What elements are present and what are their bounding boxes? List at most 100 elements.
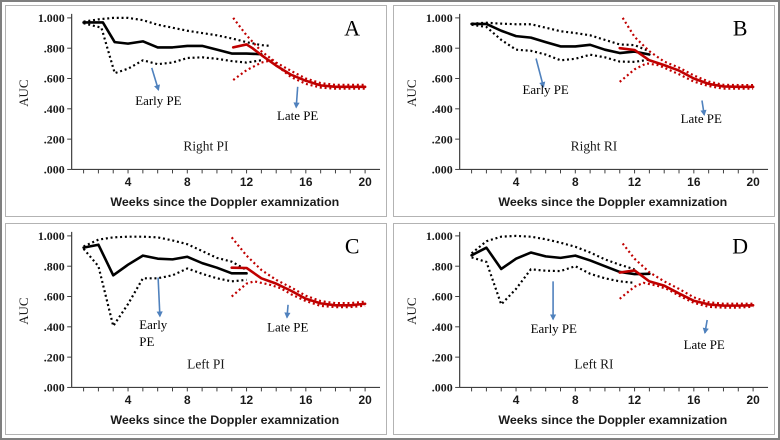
y-tick-label: .600: [432, 290, 453, 304]
y-tick-label: .400: [44, 320, 65, 334]
annotation-label-late-pe: Late PE: [684, 338, 725, 352]
annotation-label-early-pe: Early PE: [523, 83, 569, 97]
y-tick-label: 1.000: [38, 229, 65, 243]
panel-letter: D: [732, 235, 748, 259]
series-upper-ci-early-pe: [470, 234, 635, 271]
x-tick-label: 20: [358, 393, 372, 407]
annotation-arrow-late-pe: [293, 86, 300, 109]
x-axis-title: Weeks since the Doppler examnization: [498, 195, 727, 209]
chart-c: 1.000 .800 .600 .400 .200 .000 4 8 12 16 20 AUC Week…: [17, 229, 381, 427]
panel-d-left-ri: 1.000 .800 .600 .400 .200 .000 4 8 12 16 20 AUC Week…: [393, 223, 775, 435]
series-auc-early-pe: [82, 21, 263, 56]
annotation-arrow-early-pe: [535, 58, 546, 88]
x-axis-title: Weeks since the Doppler examnization: [498, 413, 727, 427]
x-tick-label: 16: [687, 175, 701, 189]
series-lower-ci-late-pe: [619, 281, 754, 309]
x-tick-label: 8: [572, 175, 579, 189]
series-lower-ci-early-pe: [471, 23, 650, 63]
annotation-arrow-early-pe: [156, 277, 163, 318]
y-tick-label: .200: [432, 350, 453, 364]
x-tick-label: 12: [240, 393, 254, 407]
y-tick-label: 1.000: [38, 11, 65, 25]
series-lower-ci-late-pe: [230, 280, 366, 309]
y-tick-label: .600: [432, 72, 453, 86]
y-tick-label: .200: [44, 350, 65, 364]
y-tick-label: .600: [44, 72, 65, 86]
x-tick-label: 12: [240, 175, 254, 189]
x-tick-label: 20: [746, 393, 760, 407]
chart-b: 1.000 .800 .600 .400 .200 .000 4 8 12 16 20 AUC Week…: [405, 11, 769, 209]
annotation-arrow-late-pe: [702, 319, 709, 335]
y-tick-label: .800: [44, 41, 65, 55]
y-axis-title: AUC: [405, 298, 419, 325]
series-lower-ci-early-pe: [82, 248, 247, 328]
series-upper-ci-late-pe: [621, 242, 754, 305]
x-tick-label: 4: [513, 393, 520, 407]
panel-c-left-pi: 1.000 .800 .600 .400 .200 .000 4 8 12 16 20 AUC Week…: [5, 223, 387, 435]
annotation-arrow-late-pe: [700, 100, 707, 117]
x-axis-title: Weeks since the Doppler examnization: [110, 413, 339, 427]
y-tick-label: .000: [44, 163, 65, 177]
x-tick-label: 4: [125, 393, 132, 407]
y-tick-label: .800: [432, 41, 453, 55]
x-tick-label: 16: [299, 175, 313, 189]
panel-a-right-pi: 1.000 .800 .600 .400 .200 .000 4 8 12 16 20 AUC Week…: [5, 5, 387, 217]
y-tick-label: 1.000: [426, 229, 453, 243]
series-auc-early-pe: [470, 22, 651, 56]
x-tick-label: 4: [125, 175, 132, 189]
series-lower-ci-early-pe: [83, 22, 262, 75]
panel-caption: Left PI: [187, 357, 225, 372]
series-auc-late-pe: [618, 46, 755, 89]
x-tick-label: 8: [184, 175, 191, 189]
annotation-label-early-pe: Early PE: [531, 322, 577, 336]
series-lower-ci-late-pe: [619, 62, 754, 90]
chart-a: 1.000 .800 .600 .400 .200 .000 4 8 12 16 20 AUC Week…: [17, 11, 381, 209]
x-tick-label: 8: [184, 393, 191, 407]
x-tick-label: 16: [687, 393, 701, 407]
series-lower-ci-early-pe: [471, 256, 635, 306]
annotation-arrow-early-pe: [150, 67, 160, 92]
y-tick-label: .400: [432, 102, 453, 116]
y-tick-label: .000: [44, 381, 65, 395]
y-axis-title: AUC: [17, 80, 31, 107]
annotation-arrow-late-pe: [284, 304, 291, 319]
x-tick-label: 12: [628, 175, 642, 189]
series-lower-ci-late-pe: [232, 59, 366, 90]
series-upper-ci-early-pe: [83, 16, 271, 48]
x-axis-title: Weeks since the Doppler examnization: [110, 195, 339, 209]
y-tick-label: .800: [44, 259, 65, 273]
annotation-label-late-pe: Late PE: [267, 320, 308, 334]
x-tick-label: 20: [746, 175, 760, 189]
x-tick-label: 12: [628, 393, 642, 407]
series-upper-ci-late-pe: [230, 236, 366, 305]
annotation-label-late-pe: Late PE: [681, 112, 722, 126]
y-tick-label: .600: [44, 290, 65, 304]
panel-b-right-ri: 1.000 .800 .600 .400 .200 .000 4 8 12 16 20 AUC Week…: [393, 5, 775, 217]
annotation-label-early-pe: Early PE: [139, 318, 168, 349]
x-tick-label: 20: [358, 175, 372, 189]
panel-caption: Right PI: [183, 139, 228, 154]
y-tick-label: 1.000: [426, 11, 453, 25]
panel-caption: Left RI: [574, 357, 613, 372]
series-auc-late-pe: [231, 43, 367, 89]
series-auc-late-pe: [230, 266, 367, 307]
y-tick-label: .000: [432, 381, 453, 395]
chart-d: 1.000 .800 .600 .400 .200 .000 4 8 12 16 20 AUC Week…: [405, 229, 769, 427]
panel-caption: Right RI: [571, 139, 618, 154]
annotation-label-early-pe: Early PE: [135, 94, 181, 108]
series-auc-early-pe: [82, 243, 248, 277]
series-upper-ci-late-pe: [232, 17, 366, 86]
y-tick-label: .000: [432, 163, 453, 177]
y-axis-title: AUC: [17, 298, 31, 325]
panel-letter: A: [344, 17, 360, 41]
y-tick-label: .800: [432, 259, 453, 273]
y-tick-label: .400: [432, 320, 453, 334]
y-tick-label: .400: [44, 102, 65, 116]
x-tick-label: 16: [299, 393, 313, 407]
y-tick-label: .200: [44, 132, 65, 146]
panel-letter: B: [733, 17, 748, 41]
series-auc-late-pe: [618, 269, 755, 307]
series-upper-ci-early-pe: [471, 21, 650, 53]
x-tick-label: 8: [572, 393, 579, 407]
